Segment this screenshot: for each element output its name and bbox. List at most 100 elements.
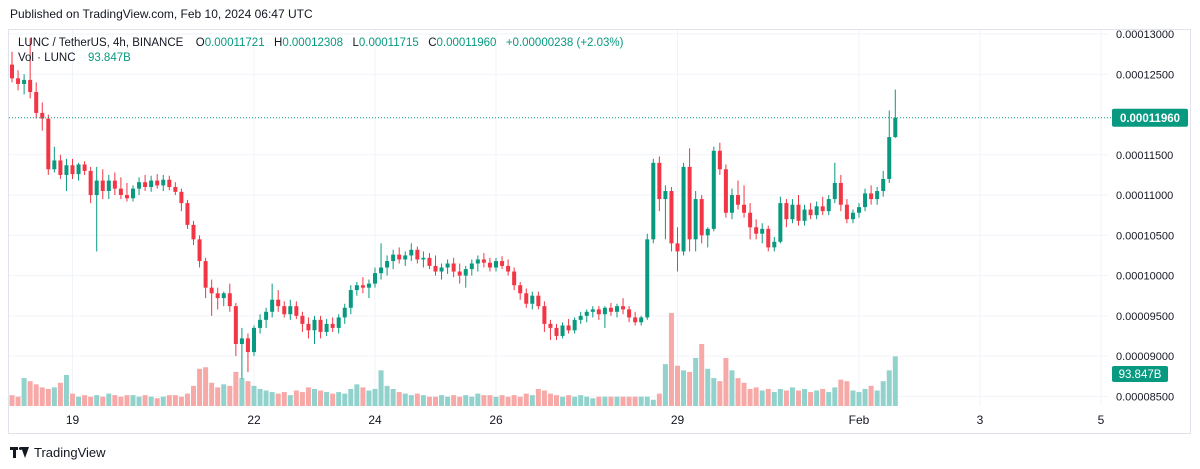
volume-bar bbox=[626, 396, 632, 406]
volume-bar bbox=[759, 390, 765, 406]
candle-body bbox=[887, 137, 892, 179]
volume-bar bbox=[33, 384, 39, 406]
candle-body bbox=[869, 193, 874, 200]
candle-body bbox=[754, 227, 759, 234]
volume-bar bbox=[572, 396, 578, 406]
candle-body bbox=[391, 254, 396, 262]
volume-bar bbox=[15, 396, 21, 406]
candle-body bbox=[40, 112, 45, 119]
volume-label[interactable]: Vol · LUNC bbox=[18, 52, 76, 64]
volume-bar bbox=[808, 392, 814, 406]
volume-bar bbox=[814, 390, 820, 406]
candle-body bbox=[106, 180, 111, 192]
low-label: L bbox=[352, 37, 359, 49]
candle-body bbox=[584, 311, 589, 316]
volume-bar bbox=[233, 371, 239, 406]
candle-body bbox=[536, 295, 541, 307]
volume-bar bbox=[227, 385, 233, 406]
x-tick-label: 26 bbox=[489, 413, 503, 427]
volume-bar bbox=[802, 388, 808, 406]
volume-bar bbox=[662, 364, 668, 406]
candle-body bbox=[645, 239, 650, 318]
tradingview-logo[interactable]: TradingView bbox=[10, 445, 106, 460]
candle-body bbox=[149, 180, 154, 188]
candle-body bbox=[439, 267, 444, 272]
candle-body bbox=[282, 306, 287, 315]
candle-body bbox=[657, 162, 662, 200]
volume-bar bbox=[650, 399, 656, 406]
volume-bar bbox=[771, 392, 777, 406]
volume-bar bbox=[735, 378, 741, 406]
volume-bar bbox=[70, 393, 75, 406]
candle-body bbox=[10, 64, 14, 79]
volume-bar bbox=[154, 398, 160, 406]
volume-bar bbox=[348, 388, 354, 406]
volume-bar bbox=[281, 392, 287, 406]
volume-bar bbox=[251, 385, 257, 406]
candle-body bbox=[306, 323, 311, 331]
y-tick-label: 0.00011500 bbox=[1116, 150, 1173, 162]
candle-body bbox=[832, 182, 837, 200]
candles bbox=[10, 38, 898, 379]
candle-body bbox=[348, 290, 353, 308]
volume-bar bbox=[9, 395, 15, 406]
chart-frame bbox=[8, 29, 1191, 434]
candle-body bbox=[143, 182, 148, 188]
candle-body bbox=[155, 180, 160, 186]
candle-body bbox=[554, 327, 559, 336]
symbol-label[interactable]: LUNC / TetherUS, 4h, BINANCE bbox=[18, 37, 184, 49]
price-overlay: 0.00011960 93.847B bbox=[9, 108, 1188, 382]
volume-bar bbox=[366, 390, 372, 406]
candle-body bbox=[826, 199, 831, 212]
candle-body bbox=[276, 299, 281, 307]
candle-body bbox=[366, 283, 371, 288]
volume-bar bbox=[608, 396, 614, 406]
candle-body bbox=[766, 228, 771, 248]
candle-body bbox=[191, 224, 196, 240]
volume-bar bbox=[596, 396, 602, 406]
volume-bar bbox=[844, 381, 850, 406]
volume-bar bbox=[269, 392, 275, 406]
candle-body bbox=[252, 327, 256, 353]
candle-body bbox=[342, 307, 347, 318]
volume-bar bbox=[197, 368, 203, 406]
volume-bar bbox=[717, 381, 723, 406]
volume-bar bbox=[451, 395, 457, 406]
volume-bar bbox=[529, 395, 535, 406]
x-tick-label: 19 bbox=[66, 413, 80, 427]
candle-body bbox=[34, 91, 39, 113]
last-price-label: 0.00011960 bbox=[1120, 113, 1180, 125]
volume-bar bbox=[560, 396, 566, 406]
open-label: O bbox=[195, 37, 205, 49]
candle-body bbox=[227, 293, 232, 307]
volume-bar bbox=[160, 396, 166, 406]
y-tick-label: 0.00009500 bbox=[1116, 311, 1174, 323]
y-tick-label: 0.00010000 bbox=[1116, 271, 1174, 283]
candle-body bbox=[324, 323, 329, 332]
volume-bar bbox=[318, 390, 324, 406]
candle-body bbox=[197, 239, 202, 262]
candle-body bbox=[487, 262, 492, 268]
candle-body bbox=[596, 309, 601, 315]
volume-bar bbox=[100, 396, 106, 406]
candle-body bbox=[270, 299, 275, 312]
candle-body bbox=[318, 319, 323, 332]
volume-bar bbox=[221, 384, 227, 406]
volume-bar bbox=[191, 385, 196, 406]
candle-body bbox=[790, 204, 795, 220]
change-value: +0.00000238 (+2.03%) bbox=[505, 37, 624, 49]
volume-bar bbox=[517, 396, 523, 406]
volume-bar bbox=[687, 371, 693, 406]
candle-body bbox=[475, 259, 480, 264]
candle-body bbox=[844, 204, 849, 220]
candle-body bbox=[760, 228, 765, 234]
candle-body bbox=[288, 306, 293, 315]
volume-bar bbox=[541, 390, 547, 406]
candle-body bbox=[518, 285, 523, 294]
volume-bar bbox=[354, 384, 360, 406]
candle-body bbox=[651, 162, 656, 240]
volume-bar bbox=[39, 387, 45, 406]
volume-bar bbox=[94, 395, 100, 406]
volume-bar bbox=[481, 395, 487, 406]
